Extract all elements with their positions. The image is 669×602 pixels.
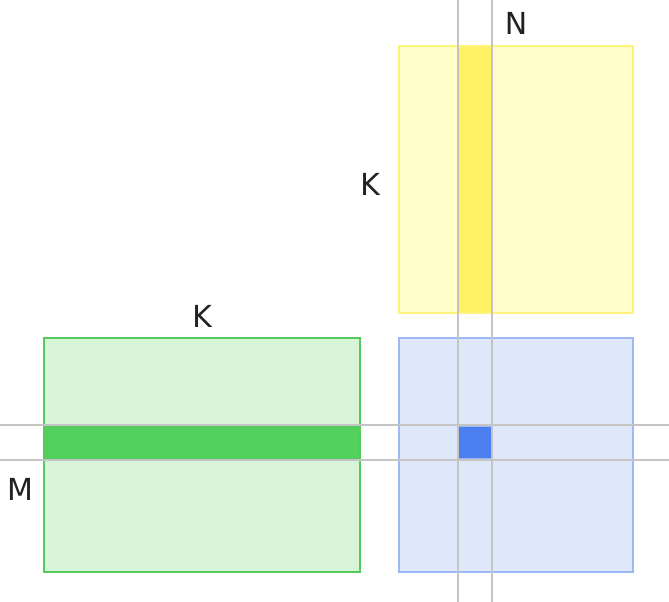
matrix-b: [398, 45, 634, 314]
matrix-c: [398, 337, 634, 573]
matrix-a-row-strip: [43, 425, 361, 460]
label-k-matrix-a: K: [192, 300, 213, 335]
matrix-b-column-strip: [457, 45, 493, 314]
matrix-c-output-cell: [457, 425, 493, 460]
label-k-matrix-b: K: [360, 168, 381, 203]
label-n: N: [505, 7, 527, 42]
label-m: M: [7, 473, 33, 508]
